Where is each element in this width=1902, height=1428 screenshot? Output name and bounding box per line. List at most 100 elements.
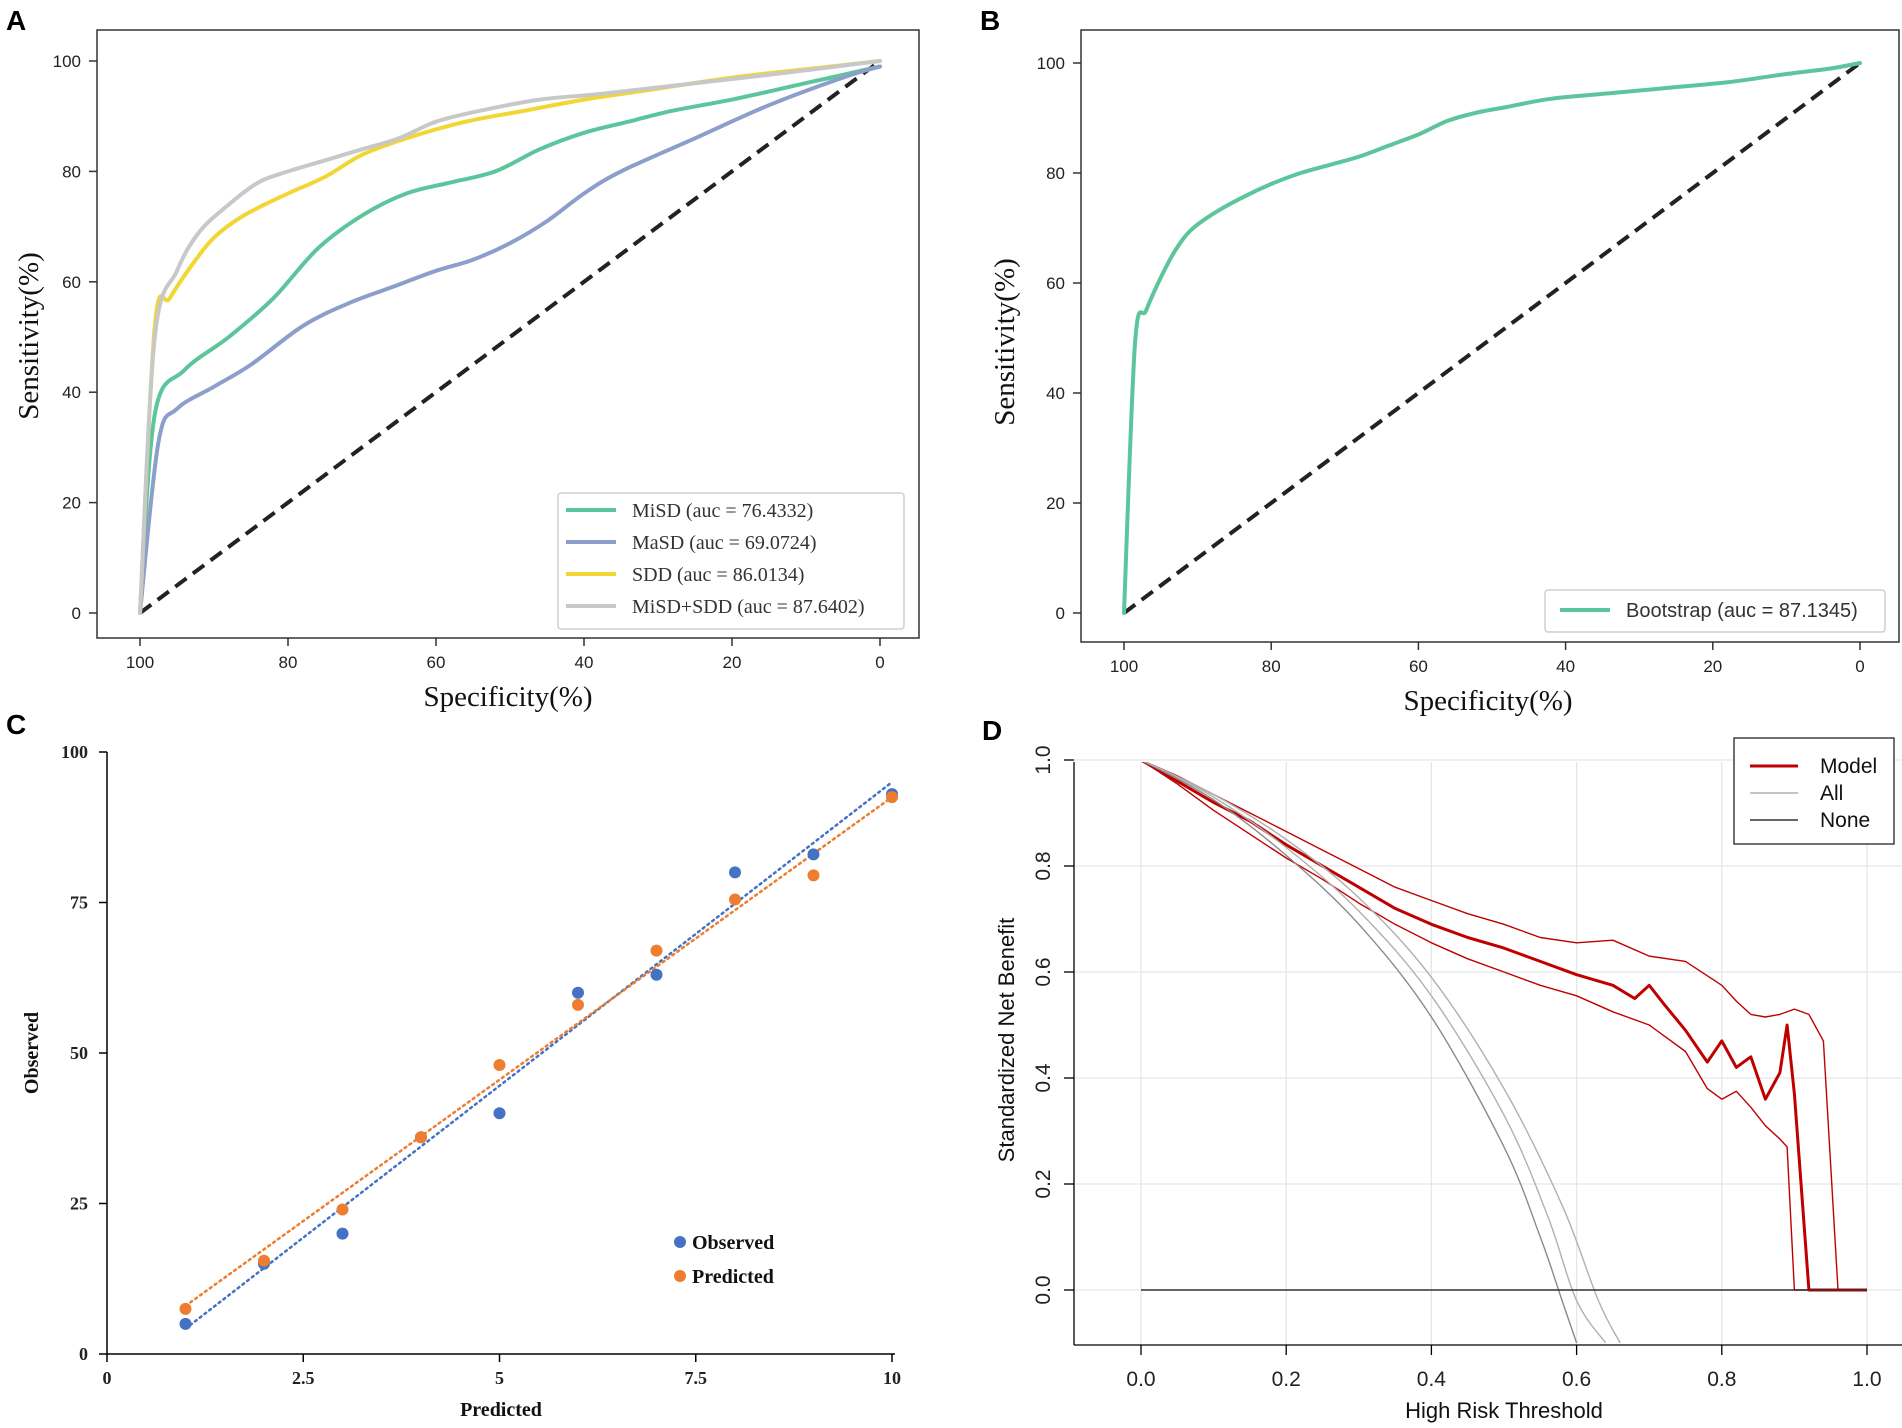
b-x-tick-label: 100: [1110, 657, 1138, 676]
panel-c-trendlines: [184, 780, 894, 1330]
d-legend-label: None: [1820, 809, 1870, 832]
panel-c-points: [179, 788, 898, 1330]
c-x-tick-label: 0: [103, 1368, 112, 1388]
c-point-predicted: [729, 893, 741, 906]
panel-b-y-axis-title: Sensitivity(%): [989, 258, 1021, 426]
b-y-tick-label: 20: [1046, 494, 1065, 513]
c-point-observed: [179, 1317, 192, 1330]
b-x-tick-label: 20: [1703, 657, 1722, 676]
panel-b-reference-line: [1122, 61, 1862, 615]
d-x-tick-label: 0.0: [1126, 1368, 1155, 1391]
panel-b-x-ticks: 100 80 60 40 20 0: [1110, 642, 1865, 676]
c-legend-swatch: [674, 1270, 686, 1282]
c-point-predicted: [572, 998, 584, 1011]
panel-d: D 0.0 0.2 0.4 0.6 0.8 1.0 0.00.20.40.60.81.0 …: [982, 715, 1902, 1423]
panel-b-y-ticks: 0 20 40 60 80 100: [1037, 54, 1081, 623]
panel-b-frame: [1080, 29, 1900, 643]
c-point-observed: [807, 848, 820, 861]
panel-d-legend: [1733, 737, 1895, 845]
panel-a-legend: [557, 492, 905, 630]
b-legend-label: Bootstrap (auc = 87.1345): [1626, 600, 1858, 622]
a-x-tick-label: 60: [427, 653, 446, 672]
b-y-tick-label: 40: [1046, 384, 1065, 403]
a-x-tick-label: 20: [723, 653, 742, 672]
d-x-tick-label: 0.8: [1707, 1368, 1736, 1391]
b-diagonal-line: [1122, 61, 1862, 615]
d-y-tick-label: 0.2: [1032, 1169, 1055, 1198]
a-series-line-2: [138, 64, 882, 615]
d-legend-label: All: [1820, 782, 1843, 805]
c-x-tick-label: 2.5: [292, 1368, 315, 1388]
c-trendline-2: [184, 795, 894, 1308]
panel-d-series: [1141, 762, 1867, 1344]
panel-b-x-axis-title: Specificity(%): [1403, 685, 1572, 717]
c-point-predicted: [493, 1059, 506, 1072]
a-series-line-4: [138, 59, 882, 615]
panel-d-letter: D: [982, 715, 1002, 746]
panel-a-y-ticks: 0 20 40 60 80 100: [53, 52, 97, 623]
a-y-tick-label: 80: [62, 162, 81, 181]
a-legend-label: MiSD (auc = 76.4332): [632, 500, 813, 522]
c-point-predicted: [807, 869, 820, 882]
a-y-tick-label: 40: [62, 383, 81, 402]
panel-a-series: [138, 59, 882, 615]
panel-c: C 0 2.5 5 7.5 10 0 25 50 75 100 Predicted Observ…: [6, 709, 901, 1421]
d-y-tick-label: 0.8: [1032, 851, 1055, 880]
panel-b-letter: B: [980, 5, 1000, 36]
c-legend-label: Observed: [692, 1232, 774, 1254]
d-legend-label: Model: [1820, 755, 1877, 778]
c-point-observed: [650, 968, 663, 981]
b-x-tick-label: 60: [1409, 657, 1428, 676]
a-x-tick-label: 80: [279, 653, 298, 672]
b-x-tick-label: 0: [1855, 657, 1864, 676]
panel-b: B 100 80 60 40 20 0 0 20 40 60 80 100 Specificity(…: [980, 5, 1900, 717]
c-point-observed: [493, 1107, 506, 1120]
a-legend-label: SDD (auc = 86.0134): [632, 564, 804, 586]
c-point-predicted: [258, 1254, 270, 1267]
d-y-tick-label: 0.4: [1032, 1063, 1055, 1093]
c-legend-swatch: [674, 1236, 686, 1248]
c-y-tick-label: 100: [61, 742, 88, 762]
a-x-tick-label: 100: [126, 653, 154, 672]
b-y-tick-label: 80: [1046, 164, 1065, 183]
a-legend-label: MaSD (auc = 69.0724): [632, 532, 817, 554]
panel-d-x-ticks: 0.0 0.2 0.4 0.6 0.8 1.0: [1126, 1345, 1882, 1391]
b-x-tick-label: 80: [1262, 657, 1281, 676]
c-point-predicted: [336, 1203, 349, 1216]
c-point-predicted: [886, 791, 898, 804]
d-all-curve-1: [1143, 762, 1607, 1344]
d-x-tick-label: 1.0: [1852, 1368, 1881, 1391]
b-y-tick-label: 0: [1056, 604, 1065, 623]
d-y-tick-label: 0.0: [1032, 1275, 1055, 1304]
b-y-tick-label: 60: [1046, 274, 1065, 293]
b-x-tick-label: 40: [1556, 657, 1575, 676]
c-point-predicted: [179, 1302, 192, 1315]
a-y-tick-label: 0: [72, 604, 81, 623]
c-y-tick-label: 50: [70, 1043, 88, 1063]
panel-c-y-axis-title: Observed: [21, 1012, 43, 1094]
d-x-tick-label: 0.2: [1272, 1368, 1301, 1391]
d-y-tick-label: 1.0: [1032, 745, 1055, 774]
panel-d-x-axis-title: High Risk Threshold: [1405, 1398, 1603, 1423]
panel-c-y-ticks: 0 25 50 75 100: [61, 742, 107, 1364]
a-y-tick-label: 100: [53, 52, 81, 71]
a-series-line-1: [138, 64, 882, 615]
c-x-tick-label: 7.5: [685, 1368, 708, 1388]
panel-a-x-axis-title: Specificity(%): [423, 681, 592, 713]
d-series-line-3: [1142, 762, 1867, 1291]
b-series-line-1: [1122, 61, 1862, 615]
c-x-tick-label: 5: [495, 1368, 504, 1388]
panel-b-series: [1122, 61, 1862, 615]
d-y-tick-label: 0.6: [1032, 957, 1055, 986]
c-x-tick-label: 10: [883, 1368, 901, 1388]
c-y-tick-label: 75: [70, 893, 88, 913]
a-legend-label: MiSD+SDD (auc = 87.6402): [632, 596, 865, 618]
a-y-tick-label: 20: [62, 494, 81, 513]
d-all-curve-3: [1143, 762, 1621, 1344]
c-point-observed: [729, 866, 741, 879]
panel-b-legend: [1544, 589, 1886, 633]
a-x-tick-label: 0: [875, 653, 884, 672]
c-legend-label: Predicted: [692, 1266, 774, 1288]
panel-d-grid: [1074, 759, 1902, 1345]
b-y-tick-label: 100: [1037, 54, 1065, 73]
